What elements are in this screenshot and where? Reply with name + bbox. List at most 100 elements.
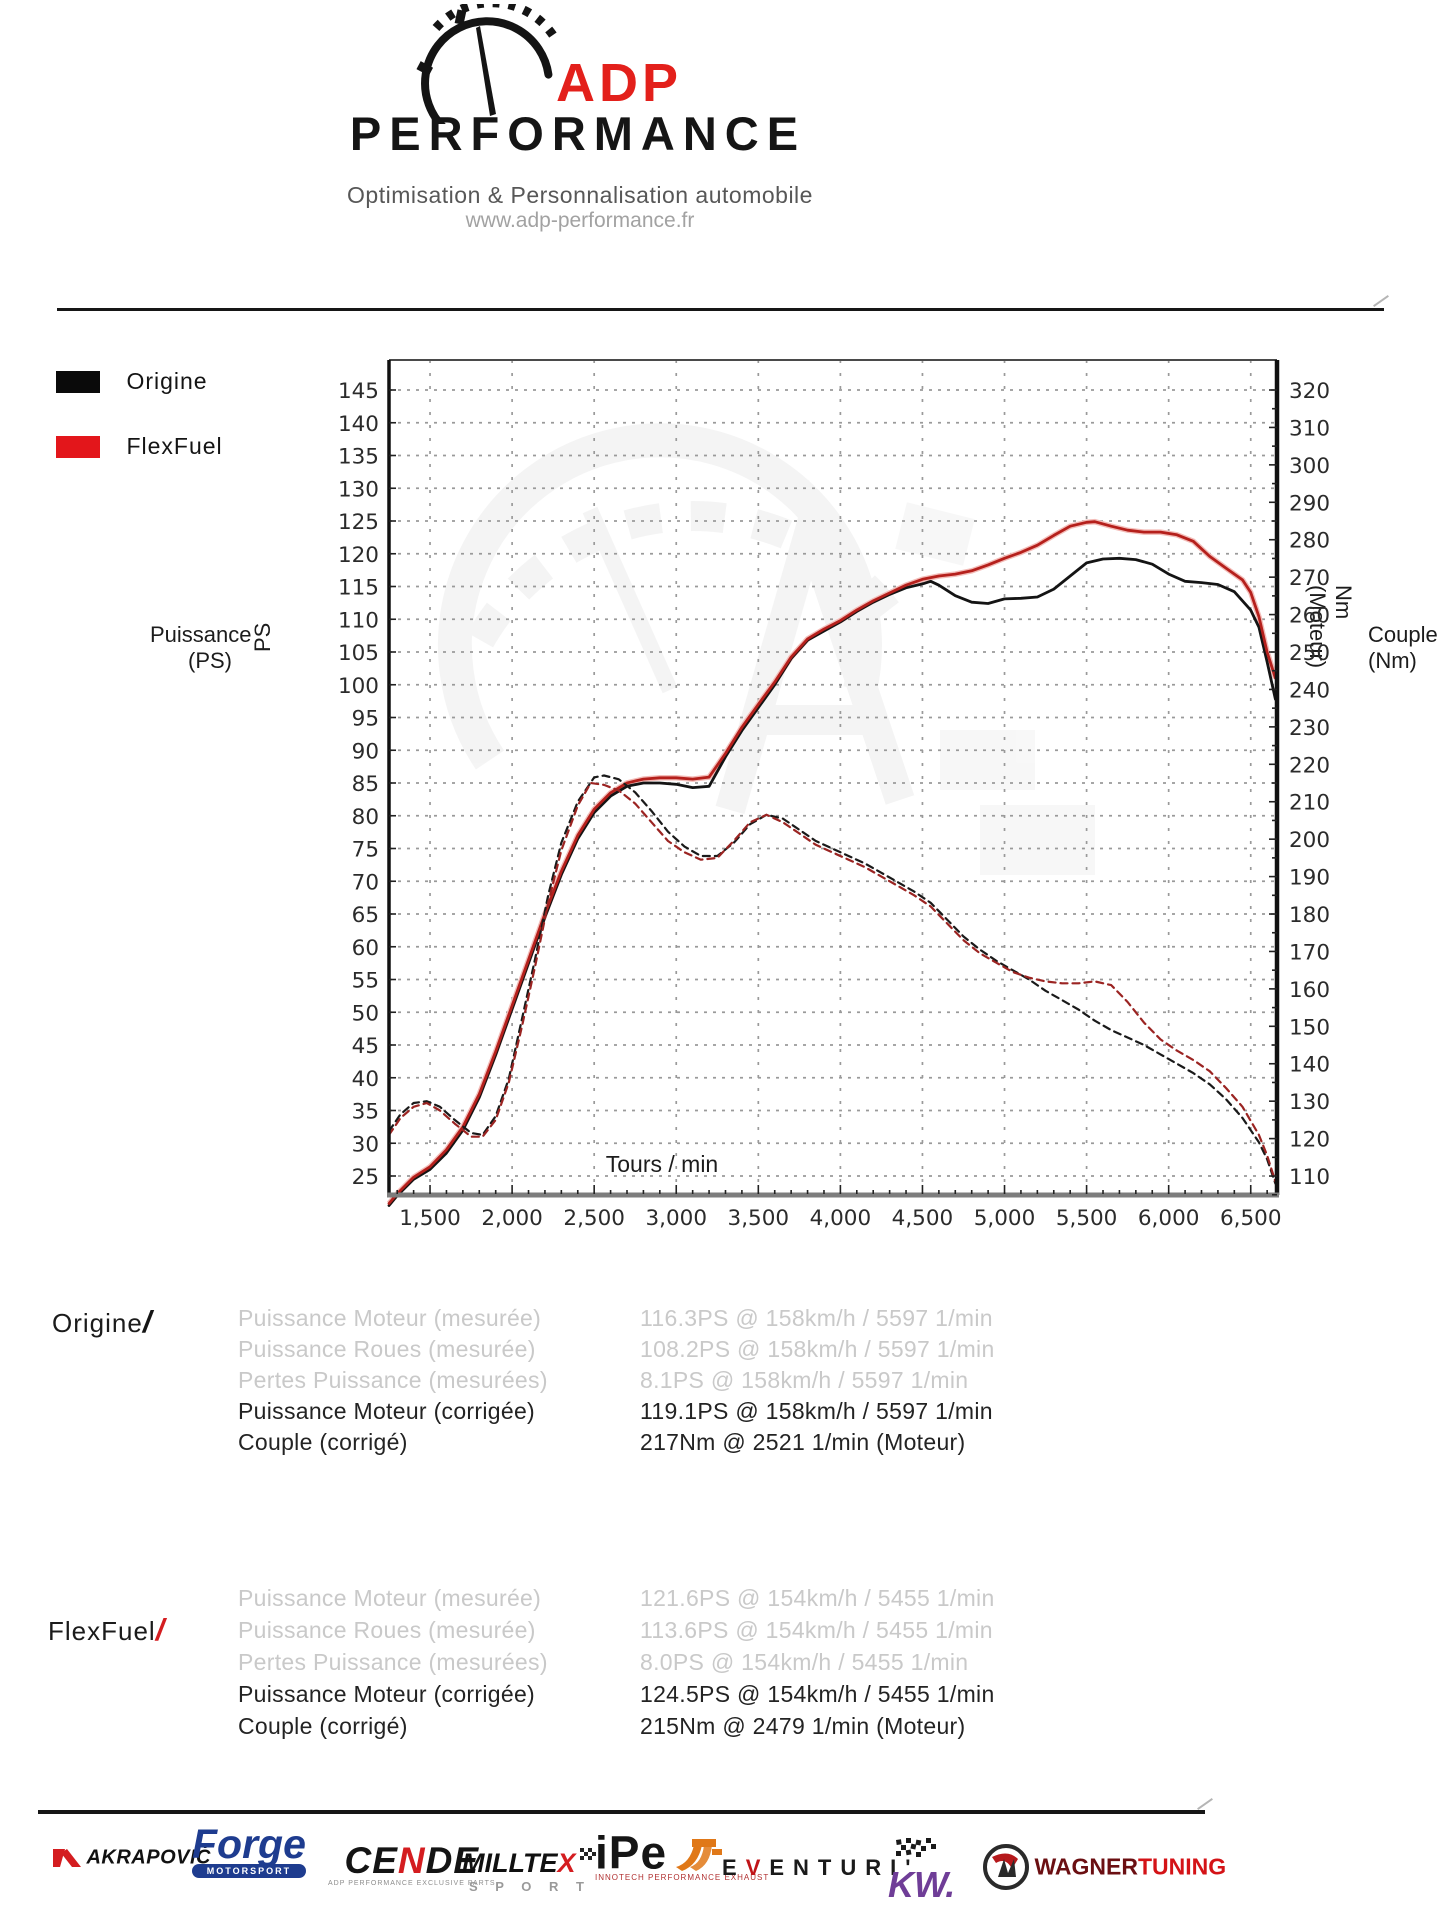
forge-motorsport-pill: MOTORSPORT	[192, 1863, 306, 1878]
origine-title-slash: /	[142, 1304, 153, 1339]
svg-text:260: 260	[1289, 604, 1330, 629]
svg-text:180: 180	[1289, 903, 1330, 928]
logo-akrapovic: AKRAPOVIČ	[52, 1845, 211, 1871]
svg-text:250: 250	[1289, 641, 1330, 666]
legend-swatch-origine	[56, 370, 100, 393]
svg-text:3,000: 3,000	[645, 1206, 707, 1231]
svg-text:4,500: 4,500	[892, 1206, 954, 1231]
legend-label-flexfuel: FlexFuel	[126, 433, 223, 459]
legend-label-origine: Origine	[126, 368, 208, 394]
axis-tick-labels: 145 140 135 130 125 120 115 110 105 100 95 90 85 80 75…	[340, 379, 1330, 1231]
svg-text:100: 100	[340, 674, 379, 699]
milltek-red-x: X	[557, 1848, 576, 1878]
svg-text:50: 50	[352, 1001, 379, 1026]
milltek-sport-text: S P O R T	[468, 1879, 591, 1894]
eventuri-rest: ENTURI'	[769, 1855, 920, 1880]
chart-legend: Origine FlexFuel	[56, 368, 223, 459]
origine-title-text: Origine	[52, 1308, 143, 1338]
ipe-text: iPe	[595, 1826, 668, 1879]
left-axis-title: Puissance	[150, 622, 252, 647]
header-url: www.adp-performance.fr	[465, 209, 695, 232]
header: ADP PERFORMANCE Optimisation & Personnal…	[0, 0, 1440, 240]
row-value: 121.6PS @ 154km/h / 5455 1/min	[640, 1585, 995, 1611]
separator-end-mark	[1373, 295, 1389, 307]
svg-text:6,000: 6,000	[1138, 1206, 1200, 1231]
row-label: Puissance Moteur (corrigée)	[238, 1681, 535, 1707]
svg-text:110: 110	[340, 608, 379, 633]
svg-text:130: 130	[1289, 1090, 1330, 1115]
row-label: Couple (corrigé)	[238, 1429, 408, 1455]
right-axis-unit: (Nm)	[1368, 648, 1417, 673]
brand-performance: PERFORMANCE	[349, 107, 807, 160]
svg-text:160: 160	[1289, 978, 1330, 1003]
svg-text:230: 230	[1289, 716, 1330, 741]
logo-wagnertuning: WAGNERTUNING	[982, 1843, 1226, 1891]
svg-text:140: 140	[1289, 1053, 1330, 1078]
svg-text:1,500: 1,500	[399, 1206, 461, 1231]
svg-text:290: 290	[1289, 491, 1330, 516]
svg-text:4,000: 4,000	[810, 1206, 872, 1231]
svg-text:220: 220	[1289, 753, 1330, 778]
svg-text:65: 65	[352, 903, 379, 928]
legend-item-origine: Origine	[56, 368, 223, 394]
svg-text:70: 70	[352, 870, 379, 895]
logo-milltek: MILLTEX S P O R T	[462, 1848, 598, 1894]
svg-text:310: 310	[1289, 416, 1330, 441]
svg-text:120: 120	[1289, 1128, 1330, 1153]
row-label: Puissance Moteur (corrigée)	[238, 1398, 535, 1424]
forge-text: Forge	[192, 1821, 306, 1867]
cende-subtext: ADP PERFORMANCE EXCLUSIVE PARTS	[328, 1880, 496, 1888]
svg-text:300: 300	[1289, 454, 1330, 479]
svg-text:55: 55	[352, 969, 379, 994]
row-value: 116.3PS @ 158km/h / 5597 1/min	[640, 1305, 993, 1331]
svg-text:105: 105	[340, 641, 379, 666]
row-value: 215Nm @ 2479 1/min (Moteur)	[640, 1713, 966, 1739]
svg-text:25: 25	[352, 1165, 379, 1190]
eventuri-red-v: V	[745, 1855, 770, 1880]
row-value: 124.5PS @ 154km/h / 5455 1/min	[640, 1681, 995, 1707]
gridlines	[389, 360, 1277, 1195]
dyno-chart: 145 140 135 130 125 120 115 110 105 100 95 90 85 80 75…	[340, 359, 1330, 1231]
header-separator-line	[57, 308, 1384, 311]
logo-cende: CENDE ADP PERFORMANCE EXCLUSIVE PARTS	[328, 1842, 496, 1888]
row-label: Puissance Moteur (mesurée)	[238, 1585, 542, 1611]
milltek-text: MILLTE	[462, 1848, 558, 1878]
footer-separator-line	[38, 1810, 1205, 1814]
svg-text:60: 60	[352, 936, 379, 961]
legend-item-flexfuel: FlexFuel	[56, 433, 223, 459]
left-axis-title-block: Puissance (PS)	[150, 622, 252, 674]
milltek-checkered-flag-icon	[579, 1848, 596, 1860]
legend-swatch-flexfuel	[56, 435, 100, 458]
row-label: Puissance Roues (mesurée)	[238, 1617, 536, 1643]
svg-text:35: 35	[352, 1100, 379, 1125]
cende-text: CENDE	[328, 1842, 496, 1879]
logo-eventuri: EVENTURI'	[722, 1855, 920, 1881]
ipe-exhaust-icon	[675, 1839, 722, 1871]
svg-text:5,500: 5,500	[1056, 1206, 1118, 1231]
svg-text:30: 30	[352, 1132, 379, 1157]
kw-text: KW.	[888, 1864, 956, 1905]
svg-text:40: 40	[352, 1067, 379, 1092]
brand-adp: ADP	[556, 53, 683, 113]
svg-text:170: 170	[1289, 940, 1330, 965]
svg-text:3,500: 3,500	[728, 1206, 790, 1231]
wagner-badge-icon	[983, 1844, 1029, 1890]
akrapovic-text: AKRAPOVIČ	[86, 1846, 211, 1869]
row-value: 8.0PS @ 154km/h / 5455 1/min	[640, 1649, 969, 1675]
cende-red-n: N	[397, 1840, 426, 1881]
right-axis-title: Couple	[1368, 622, 1438, 647]
row-label: Pertes Puissance (mesurées)	[238, 1367, 548, 1393]
axis-ticks	[389, 389, 1277, 1196]
svg-text:2,000: 2,000	[481, 1206, 543, 1231]
kw-checkered-flag-icon	[896, 1838, 936, 1857]
left-axis-unit: (PS)	[188, 648, 232, 673]
tuning-text: TUNING	[1137, 1853, 1227, 1880]
svg-text:5,000: 5,000	[974, 1206, 1036, 1231]
row-value: 113.6PS @ 154km/h / 5455 1/min	[640, 1617, 993, 1643]
row-value: 8.1PS @ 158km/h / 5597 1/min	[640, 1367, 969, 1393]
row-value: 217Nm @ 2521 1/min (Moteur)	[640, 1429, 966, 1455]
svg-text:145: 145	[340, 379, 379, 404]
svg-text:240: 240	[1289, 678, 1330, 703]
flexfuel-title: FlexFuel/	[48, 1612, 165, 1648]
